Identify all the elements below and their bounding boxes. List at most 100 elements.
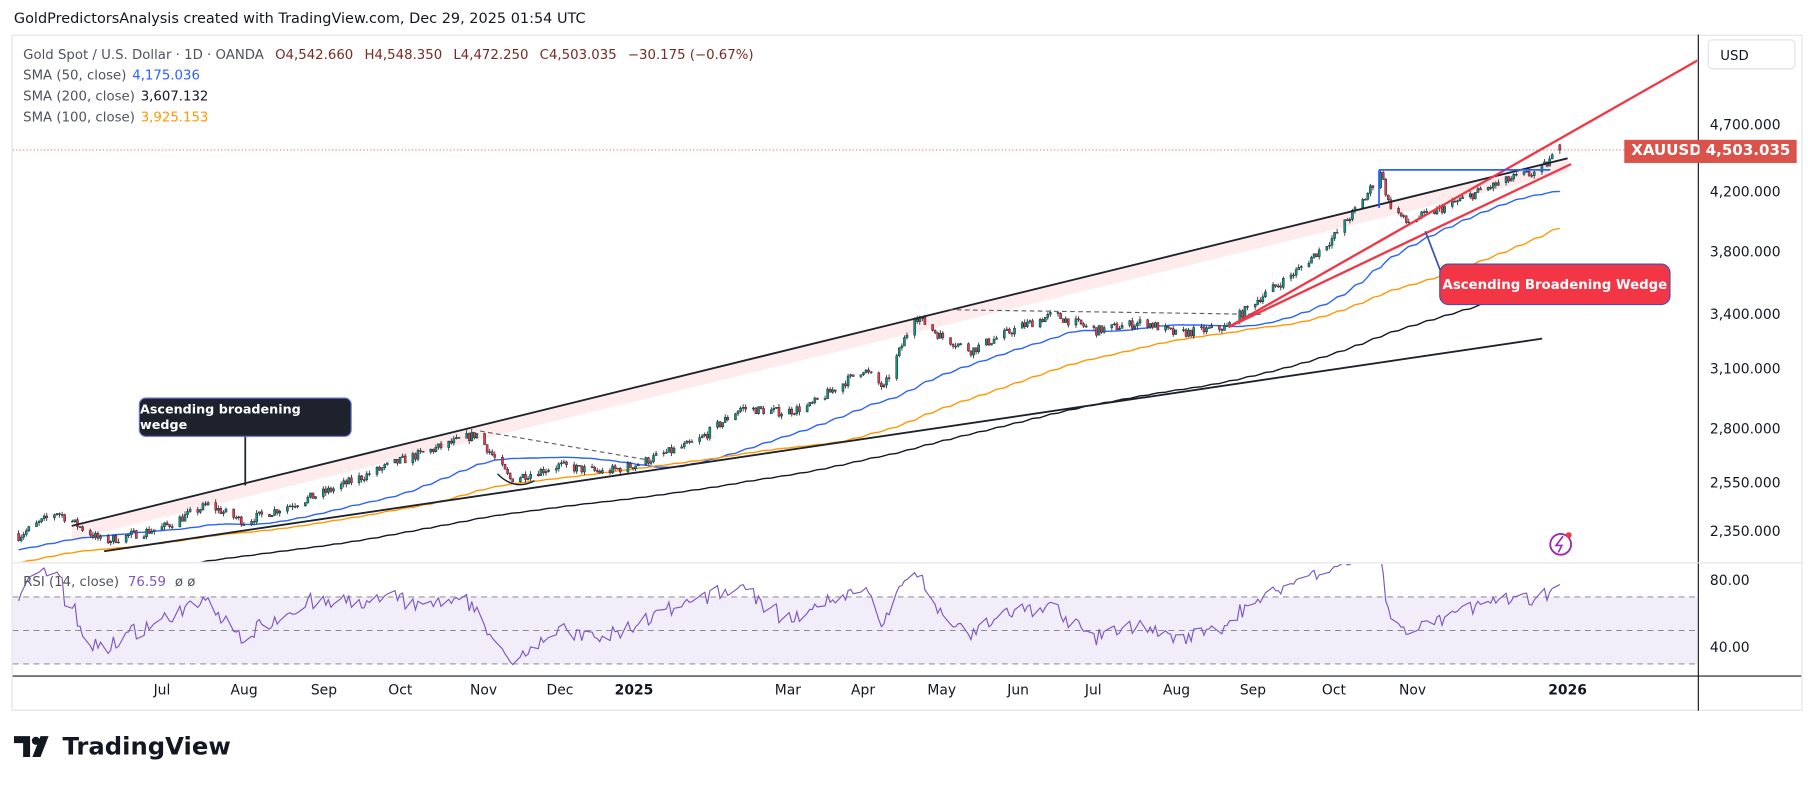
candle-body[interactable] bbox=[1056, 312, 1060, 314]
candle-body[interactable] bbox=[511, 478, 514, 483]
candle-body[interactable] bbox=[1205, 327, 1208, 333]
candle-body[interactable] bbox=[1038, 319, 1042, 328]
candle-body[interactable] bbox=[42, 515, 46, 519]
candle-body[interactable] bbox=[1064, 318, 1067, 323]
candle-body[interactable] bbox=[1184, 329, 1188, 337]
candle-body[interactable] bbox=[314, 496, 317, 499]
candle-body[interactable] bbox=[106, 535, 110, 544]
candle-body[interactable] bbox=[862, 372, 865, 375]
candle-body[interactable] bbox=[153, 529, 156, 532]
candle-body[interactable] bbox=[841, 383, 845, 392]
candle-body[interactable] bbox=[1077, 318, 1080, 321]
candle-body[interactable] bbox=[234, 517, 238, 519]
candle-body[interactable] bbox=[268, 514, 271, 518]
candle-body[interactable] bbox=[219, 508, 223, 514]
candle-body[interactable] bbox=[939, 332, 942, 339]
candle-body[interactable] bbox=[58, 513, 61, 515]
candle-body[interactable] bbox=[1031, 320, 1034, 328]
candle-body[interactable] bbox=[918, 318, 922, 322]
candle-body[interactable] bbox=[1330, 238, 1334, 246]
candle-body[interactable] bbox=[1013, 327, 1016, 335]
candle-body[interactable] bbox=[1274, 284, 1277, 287]
candle-body[interactable] bbox=[63, 514, 66, 522]
currency-selector[interactable]: USD bbox=[1707, 39, 1796, 70]
candle-body[interactable] bbox=[572, 464, 576, 472]
candle-body[interactable] bbox=[885, 377, 888, 386]
upper-wedge-line[interactable] bbox=[71, 157, 1568, 527]
candle-body[interactable] bbox=[770, 409, 773, 414]
candle-body[interactable] bbox=[222, 511, 225, 514]
candle-body[interactable] bbox=[616, 468, 619, 470]
candle-body[interactable] bbox=[798, 406, 801, 413]
candle-body[interactable] bbox=[1246, 306, 1249, 308]
candle-body[interactable] bbox=[339, 483, 343, 489]
candle-body[interactable] bbox=[475, 433, 479, 439]
candle-body[interactable] bbox=[1312, 253, 1316, 258]
candle-body[interactable] bbox=[378, 466, 381, 471]
candle-body[interactable] bbox=[288, 505, 292, 508]
candle-body[interactable] bbox=[1404, 215, 1408, 223]
candle-body[interactable] bbox=[831, 389, 835, 393]
candle-body[interactable] bbox=[1486, 187, 1490, 191]
candle-body[interactable] bbox=[959, 343, 963, 345]
symbol-name[interactable]: Gold Spot / U.S. Dollar · 1D · OANDA bbox=[23, 46, 264, 63]
red-lower-wedge-line[interactable] bbox=[1228, 163, 1572, 329]
candle-body[interactable] bbox=[1530, 175, 1533, 177]
candle-body[interactable] bbox=[1289, 274, 1293, 279]
candle-body[interactable] bbox=[160, 526, 164, 531]
candle-body[interactable] bbox=[941, 332, 945, 338]
lightning-icon[interactable] bbox=[1549, 533, 1572, 556]
candle-body[interactable] bbox=[1079, 319, 1083, 325]
candle-body[interactable] bbox=[365, 473, 369, 480]
candle-body[interactable] bbox=[368, 473, 371, 475]
candle-body[interactable] bbox=[250, 521, 253, 525]
candle-body[interactable] bbox=[1399, 212, 1403, 217]
candle-body[interactable] bbox=[575, 465, 578, 472]
candle-body[interactable] bbox=[726, 417, 730, 421]
candle-body[interactable] bbox=[1074, 318, 1078, 326]
candle-body[interactable] bbox=[1128, 320, 1132, 326]
candle-body[interactable] bbox=[178, 516, 182, 528]
tradingview-logo[interactable]: TradingView bbox=[13, 733, 231, 760]
candle-body[interactable] bbox=[91, 534, 95, 538]
red-upper-wedge-line[interactable] bbox=[1228, 32, 1747, 329]
candle-body[interactable] bbox=[808, 402, 811, 406]
candle-body[interactable] bbox=[1425, 211, 1428, 213]
candle-body[interactable] bbox=[1120, 325, 1124, 329]
candle-body[interactable] bbox=[647, 457, 650, 464]
candle-body[interactable] bbox=[1527, 171, 1531, 176]
candle-body[interactable] bbox=[537, 474, 540, 477]
candle-body[interactable] bbox=[1082, 323, 1085, 327]
candle-body[interactable] bbox=[723, 417, 727, 423]
candle-body[interactable] bbox=[186, 511, 189, 515]
candle-body[interactable] bbox=[309, 492, 312, 498]
candle-body[interactable] bbox=[170, 526, 174, 528]
candle-body[interactable] bbox=[324, 488, 328, 493]
candle-body[interactable] bbox=[544, 471, 548, 474]
candle-body[interactable] bbox=[1182, 329, 1185, 331]
candle-body[interactable] bbox=[554, 468, 558, 471]
candle-body[interactable] bbox=[685, 440, 689, 444]
candle-body[interactable] bbox=[793, 413, 796, 415]
candle-body[interactable] bbox=[145, 528, 148, 538]
candle-body[interactable] bbox=[985, 338, 988, 346]
candle-body[interactable] bbox=[1049, 312, 1052, 315]
candle-body[interactable] bbox=[217, 508, 220, 511]
candle-body[interactable] bbox=[127, 534, 130, 536]
candle-body[interactable] bbox=[718, 421, 722, 427]
candle-body[interactable] bbox=[1174, 329, 1178, 335]
candle-body[interactable] bbox=[1220, 329, 1224, 331]
candle-body[interactable] bbox=[350, 477, 353, 483]
candle-body[interactable] bbox=[1282, 278, 1285, 288]
candle-body[interactable] bbox=[252, 521, 256, 523]
candle-body[interactable] bbox=[649, 461, 653, 464]
candle-body[interactable] bbox=[1202, 326, 1206, 333]
candle-body[interactable] bbox=[1259, 299, 1262, 303]
candle-body[interactable] bbox=[900, 345, 904, 349]
candle-body[interactable] bbox=[306, 496, 310, 503]
candle-body[interactable] bbox=[526, 478, 530, 480]
candle-body[interactable] bbox=[1461, 196, 1464, 199]
candle-body[interactable] bbox=[321, 488, 325, 497]
candle-body[interactable] bbox=[201, 503, 205, 510]
candle-body[interactable] bbox=[524, 473, 527, 480]
